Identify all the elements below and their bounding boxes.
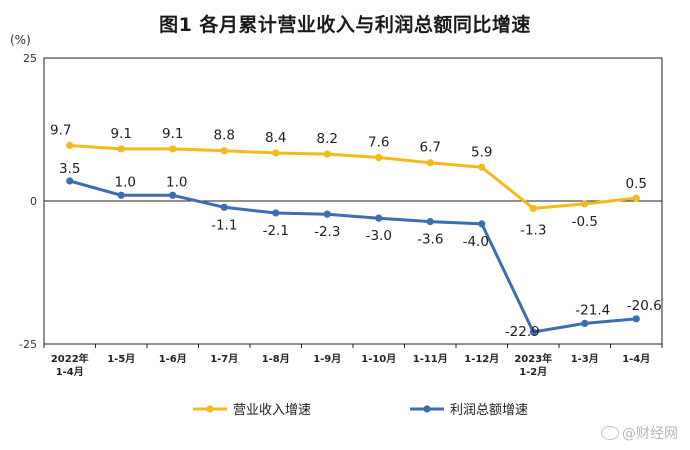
profit-growth-point — [581, 319, 589, 328]
watermark: @财经网 — [601, 423, 678, 443]
x-tick-label-line: 1-4月 — [56, 366, 84, 378]
x-tick-label-line: 1-3月 — [571, 353, 599, 365]
revenue-growth-point — [323, 150, 331, 158]
x-tick-label-line: 2023年 — [514, 352, 552, 365]
watermark-text: @财经网 — [622, 426, 678, 442]
profit-data-label: -20.6 — [627, 298, 662, 314]
weibo-logo-icon — [601, 426, 619, 440]
x-tick-label-line: 2022年 — [51, 352, 89, 365]
profit-growth-point — [632, 315, 640, 323]
x-tick-label-line: 1-5月 — [107, 353, 135, 365]
x-tick-label: 2023年 1-2月 — [514, 352, 552, 378]
revenue-data-label: 9.7 — [50, 123, 71, 139]
revenue-growth-point — [375, 153, 383, 162]
x-tick-label: 1-4月 — [622, 353, 650, 365]
revenue-growth-point — [478, 163, 486, 171]
revenue-data-label: -1.3 — [520, 222, 546, 238]
profit-data-label: -3.0 — [366, 228, 392, 244]
revenue-growth-line — [68, 144, 638, 210]
x-tick-label-line: 1-2月 — [519, 366, 547, 378]
x-tick-label: 1-6月 — [159, 353, 187, 365]
profit-growth-legend-label: 利润总额增速 — [450, 403, 528, 418]
profit-growth-point — [66, 177, 74, 185]
x-tick-label: 1-10月 — [361, 353, 396, 365]
x-tick-label: 1-7月 — [210, 353, 238, 365]
x-tick-label-line: 1-11月 — [413, 353, 448, 365]
revenue-growth-legend-label: 营业收入增速 — [233, 403, 311, 418]
x-tick-label-line: 1-9月 — [313, 353, 341, 365]
y-tick-label: -25 — [19, 338, 37, 351]
profit-growth-point — [117, 191, 125, 199]
profit-data-label: -21.4 — [575, 302, 610, 318]
x-tick-label-line: 1-12月 — [464, 353, 499, 365]
revenue-growth-point — [632, 194, 640, 202]
revenue-growth-point — [117, 145, 125, 153]
x-tick-label-line: 1-7月 — [210, 353, 238, 365]
profit-data-label: -4.0 — [463, 234, 489, 250]
x-tick-label: 1-11月 — [413, 353, 448, 365]
profit-data-label: -22.9 — [505, 324, 540, 340]
profit-growth-point — [169, 191, 177, 199]
chart-title: 图1 各月累计营业收入与利润总额同比增速 — [159, 14, 531, 36]
x-tick-label: 1-9月 — [313, 353, 341, 365]
profit-data-label: 3.5 — [59, 161, 80, 177]
x-tick-label: 1-3月 — [571, 353, 599, 365]
revenue-growth-point — [220, 147, 228, 155]
revenue-growth-legend-marker — [206, 405, 214, 413]
y-tick-label: 25 — [23, 52, 37, 65]
revenue-data-label: 6.7 — [420, 140, 441, 156]
profit-data-label: -2.1 — [263, 223, 289, 239]
revenue-growth-point — [272, 149, 280, 157]
x-tick-label-line: 1-8月 — [262, 353, 290, 365]
y-tick-label: 0 — [30, 195, 37, 208]
profit-data-label: -2.3 — [314, 224, 340, 240]
profit-growth-point — [426, 217, 434, 226]
revenue-growth-point — [169, 145, 177, 153]
revenue-growth-point — [581, 200, 589, 208]
revenue-data-label: 9.1 — [162, 126, 183, 142]
revenue-data-label: 7.6 — [368, 135, 389, 151]
profit-growth-line — [68, 179, 638, 334]
revenue-data-label: 5.9 — [471, 144, 492, 160]
revenue-data-label: 8.4 — [265, 130, 286, 146]
profit-growth-point — [220, 203, 228, 211]
revenue-data-label: 8.8 — [214, 128, 235, 144]
revenue-data-label: 0.5 — [626, 176, 647, 192]
revenue-data-label: 8.2 — [317, 131, 338, 147]
x-tick-label-line: 1-4月 — [622, 353, 650, 365]
revenue-growth-point — [426, 159, 434, 167]
profit-data-label: -1.1 — [211, 217, 237, 233]
y-axis-unit: (%) — [10, 33, 31, 47]
profit-data-label: 1.0 — [115, 174, 136, 190]
x-tick-label-line: 1-10月 — [361, 353, 396, 365]
profit-growth-legend-marker — [423, 405, 431, 413]
revenue-growth-point — [66, 141, 74, 150]
x-tick-label: 1-8月 — [262, 353, 290, 365]
revenue-data-label: 9.1 — [111, 126, 132, 142]
x-tick-label-line: 1-6月 — [159, 353, 187, 365]
profit-growth-point — [272, 209, 280, 217]
x-tick-label: 2022年 1-4月 — [51, 352, 89, 378]
x-tick-label: 1-5月 — [107, 353, 135, 365]
profit-growth-point — [529, 328, 537, 336]
profit-growth-point — [375, 214, 383, 222]
profit-growth-point — [478, 220, 486, 228]
profit-data-label: -3.6 — [417, 232, 443, 248]
profit-data-label: 1.0 — [166, 174, 187, 190]
revenue-growth-point — [529, 204, 537, 213]
revenue-data-label: -0.5 — [572, 214, 598, 230]
profit-growth-point — [323, 210, 331, 218]
x-tick-label: 1-12月 — [464, 353, 499, 365]
